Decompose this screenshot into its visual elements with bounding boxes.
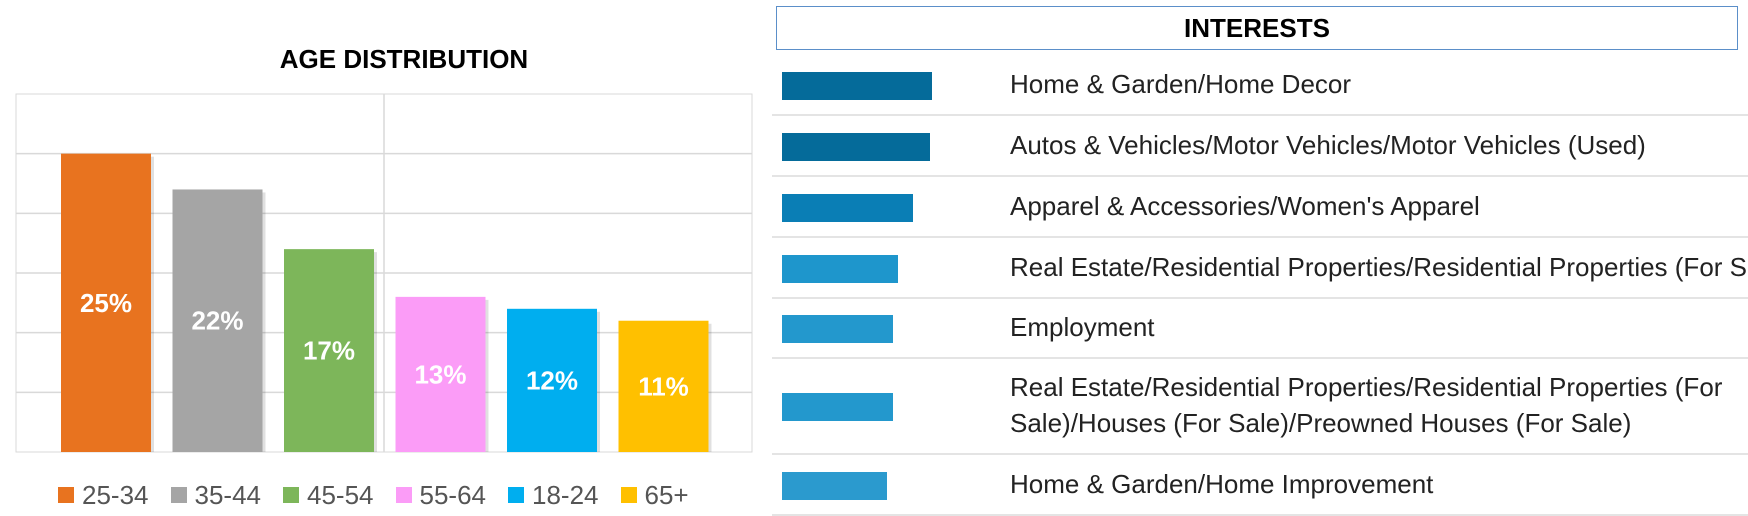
interests-title: INTERESTS: [776, 6, 1738, 50]
interest-bar: [782, 255, 898, 283]
interest-label-line: Home & Garden/Home Improvement: [1010, 469, 1434, 499]
interest-label-line: Home & Garden/Home Decor: [1010, 69, 1352, 99]
interest-bar: [782, 472, 887, 500]
interest-label: Real Estate/Residential Properties/Resid…: [1010, 249, 1748, 285]
interest-label: Employment: [1010, 309, 1740, 345]
data-label: 13%: [414, 359, 466, 389]
age-chart-legend: 25-34 35-44 45-54 55-64 18-24 65+: [58, 480, 689, 510]
interest-label-line: Real Estate/Residential Properties/Resid…: [1010, 252, 1748, 282]
interest-label: Real Estate/Residential Properties/Resid…: [1010, 369, 1740, 441]
bar-18-24: [507, 308, 597, 452]
interest-row: Real Estate/Residential Properties/Resid…: [772, 359, 1748, 455]
data-label: 22%: [191, 306, 243, 336]
interest-bar: [782, 194, 913, 222]
interest-row: Real Estate/Residential Properties/Resid…: [772, 238, 1748, 299]
interest-label: Autos & Vehicles/Motor Vehicles/Motor Ve…: [1010, 127, 1740, 163]
bar-65+: [618, 320, 709, 452]
interest-bar: [782, 133, 930, 161]
legend-swatch: [508, 487, 524, 503]
interests-rows: Home & Garden/Home Decor Autos & Vehicles…: [772, 56, 1748, 516]
legend-swatch: [283, 487, 299, 503]
legend-label: 65+: [644, 479, 689, 510]
interest-label-line: Employment: [1010, 312, 1155, 342]
legend-swatch: [395, 487, 412, 503]
interest-label: Home & Garden/Home Decor: [1010, 66, 1740, 102]
bar-35-44: [172, 189, 263, 452]
bar-45-54: [284, 249, 374, 452]
interest-label: Home & Garden/Home Improvement: [1010, 466, 1740, 502]
legend-item: 18-24: [508, 480, 599, 511]
legend-label: 45-54: [307, 479, 374, 510]
legend-label: 25-34: [82, 479, 149, 510]
legend-swatch: [58, 487, 74, 503]
legend-item: 35-44: [170, 479, 262, 511]
legend-item: 65+: [620, 479, 689, 511]
interest-row: Home & Garden/Home Decor: [772, 56, 1748, 116]
interest-row: Home & Garden/Home Improvement: [772, 455, 1748, 516]
legend-item: 25-34: [58, 480, 149, 511]
interest-bar: [782, 315, 893, 343]
interest-bar: [782, 393, 893, 421]
interest-row: Autos & Vehicles/Motor Vehicles/Motor Ve…: [772, 116, 1748, 177]
interest-label-line: Apparel & Accessories/Women's Apparel: [1010, 191, 1480, 221]
interest-row: Apparel & Accessories/Women's Apparel: [772, 177, 1748, 238]
age-chart-plot: 25% 22% 17% 13% 12% 11%: [15, 93, 753, 453]
legend-item: 45-54: [283, 480, 374, 511]
bar-25-34: [61, 153, 151, 452]
data-label: 25%: [80, 288, 132, 318]
interest-label-line: Real Estate/Residential Properties/Resid…: [1010, 372, 1723, 402]
age-chart-title: AGE DISTRIBUTION: [279, 44, 529, 74]
legend-label: 18-24: [532, 479, 599, 510]
interest-row: Employment: [772, 299, 1748, 359]
interest-label-line: Sale)/Houses (For Sale)/Preowned Houses …: [1010, 408, 1632, 438]
legend-swatch: [170, 487, 187, 503]
legend-label: 55-64: [419, 479, 487, 510]
data-label: 11%: [638, 371, 689, 401]
legend-label: 35-44: [194, 479, 262, 510]
interests-table: INTERESTS Home & Garden/Home Decor Autos …: [772, 6, 1748, 516]
data-label: 12%: [526, 365, 578, 395]
legend-swatch: [620, 487, 637, 503]
legend-item: 55-64: [395, 479, 487, 511]
age-distribution-chart: 25% 22% 17% 13% 12% 11% AGE DISTRIBUTION 25-3…: [0, 0, 760, 512]
data-label: 17%: [303, 336, 355, 366]
interest-bar: [782, 72, 932, 100]
bar-55-64: [395, 296, 486, 452]
interest-label-line: Autos & Vehicles/Motor Vehicles/Motor Ve…: [1010, 130, 1646, 160]
interest-label: Apparel & Accessories/Women's Apparel: [1010, 188, 1740, 224]
